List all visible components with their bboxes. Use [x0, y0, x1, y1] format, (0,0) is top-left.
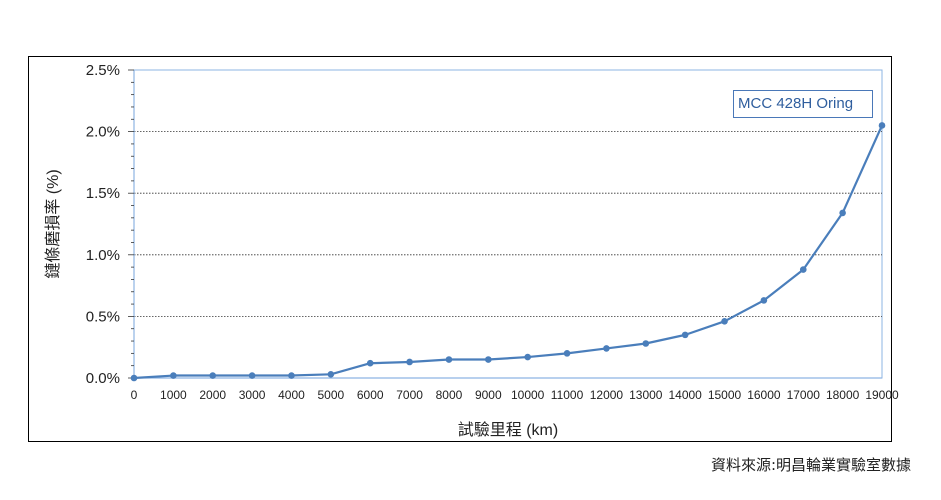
x-tick-label: 15000 — [708, 388, 742, 402]
y-tick-label: 2.0% — [86, 124, 120, 141]
x-tick-label: 7000 — [396, 388, 423, 402]
data-point — [445, 356, 453, 363]
data-point — [642, 340, 650, 347]
y-axis-title: 鏈條磨損率 (%) — [44, 169, 62, 278]
x-tick-label: 6000 — [357, 388, 384, 402]
data-point — [248, 372, 256, 379]
y-tick-label: 1.5% — [86, 185, 120, 202]
data-point — [209, 372, 217, 379]
x-tick-label: 0 — [131, 388, 138, 402]
x-tick-label: 13000 — [629, 388, 663, 402]
x-tick-label: 3000 — [239, 388, 266, 402]
x-tick-label: 14000 — [668, 388, 702, 402]
data-point — [524, 353, 531, 361]
x-tick-label: 4000 — [278, 388, 305, 402]
y-tick-label: 0.5% — [86, 308, 120, 325]
x-tick-label: 2000 — [199, 388, 226, 402]
x-tick-label: 19000 — [865, 388, 899, 402]
x-tick-label: 12000 — [590, 388, 624, 402]
data-point — [130, 374, 138, 382]
data-point — [839, 209, 846, 217]
x-tick-label: 10000 — [511, 388, 545, 402]
data-point — [366, 359, 374, 367]
data-point — [288, 372, 295, 379]
data-point — [681, 331, 689, 339]
x-tick-label: 8000 — [436, 388, 463, 402]
x-tick-label: 18000 — [826, 388, 860, 402]
data-point — [170, 372, 177, 379]
data-point — [878, 122, 886, 129]
data-point — [327, 371, 335, 378]
data-point — [563, 350, 571, 357]
x-tick-label: 11000 — [551, 388, 584, 402]
x-tick-label: 16000 — [747, 388, 781, 402]
source-note: 資料來源:明昌輪業實驗室數據 — [710, 456, 911, 474]
y-tick-label: 2.5% — [86, 62, 120, 79]
data-point — [603, 345, 610, 352]
data-point — [406, 358, 413, 366]
x-tick-label: 17000 — [787, 388, 821, 402]
y-tick-label: 0.0% — [86, 370, 120, 387]
y-tick-label: 1.0% — [86, 247, 120, 264]
data-point — [760, 297, 768, 304]
data-point — [485, 356, 492, 363]
data-point — [799, 266, 807, 273]
x-axis-title: 試驗里程 (km) — [458, 421, 558, 439]
x-tick-label: 1000 — [160, 388, 187, 402]
x-tick-label: 9000 — [475, 388, 502, 402]
data-point — [721, 318, 728, 325]
legend: MCC 428H Oring — [733, 90, 873, 118]
series-line — [133, 124, 884, 380]
x-tick-label: 5000 — [317, 388, 344, 402]
